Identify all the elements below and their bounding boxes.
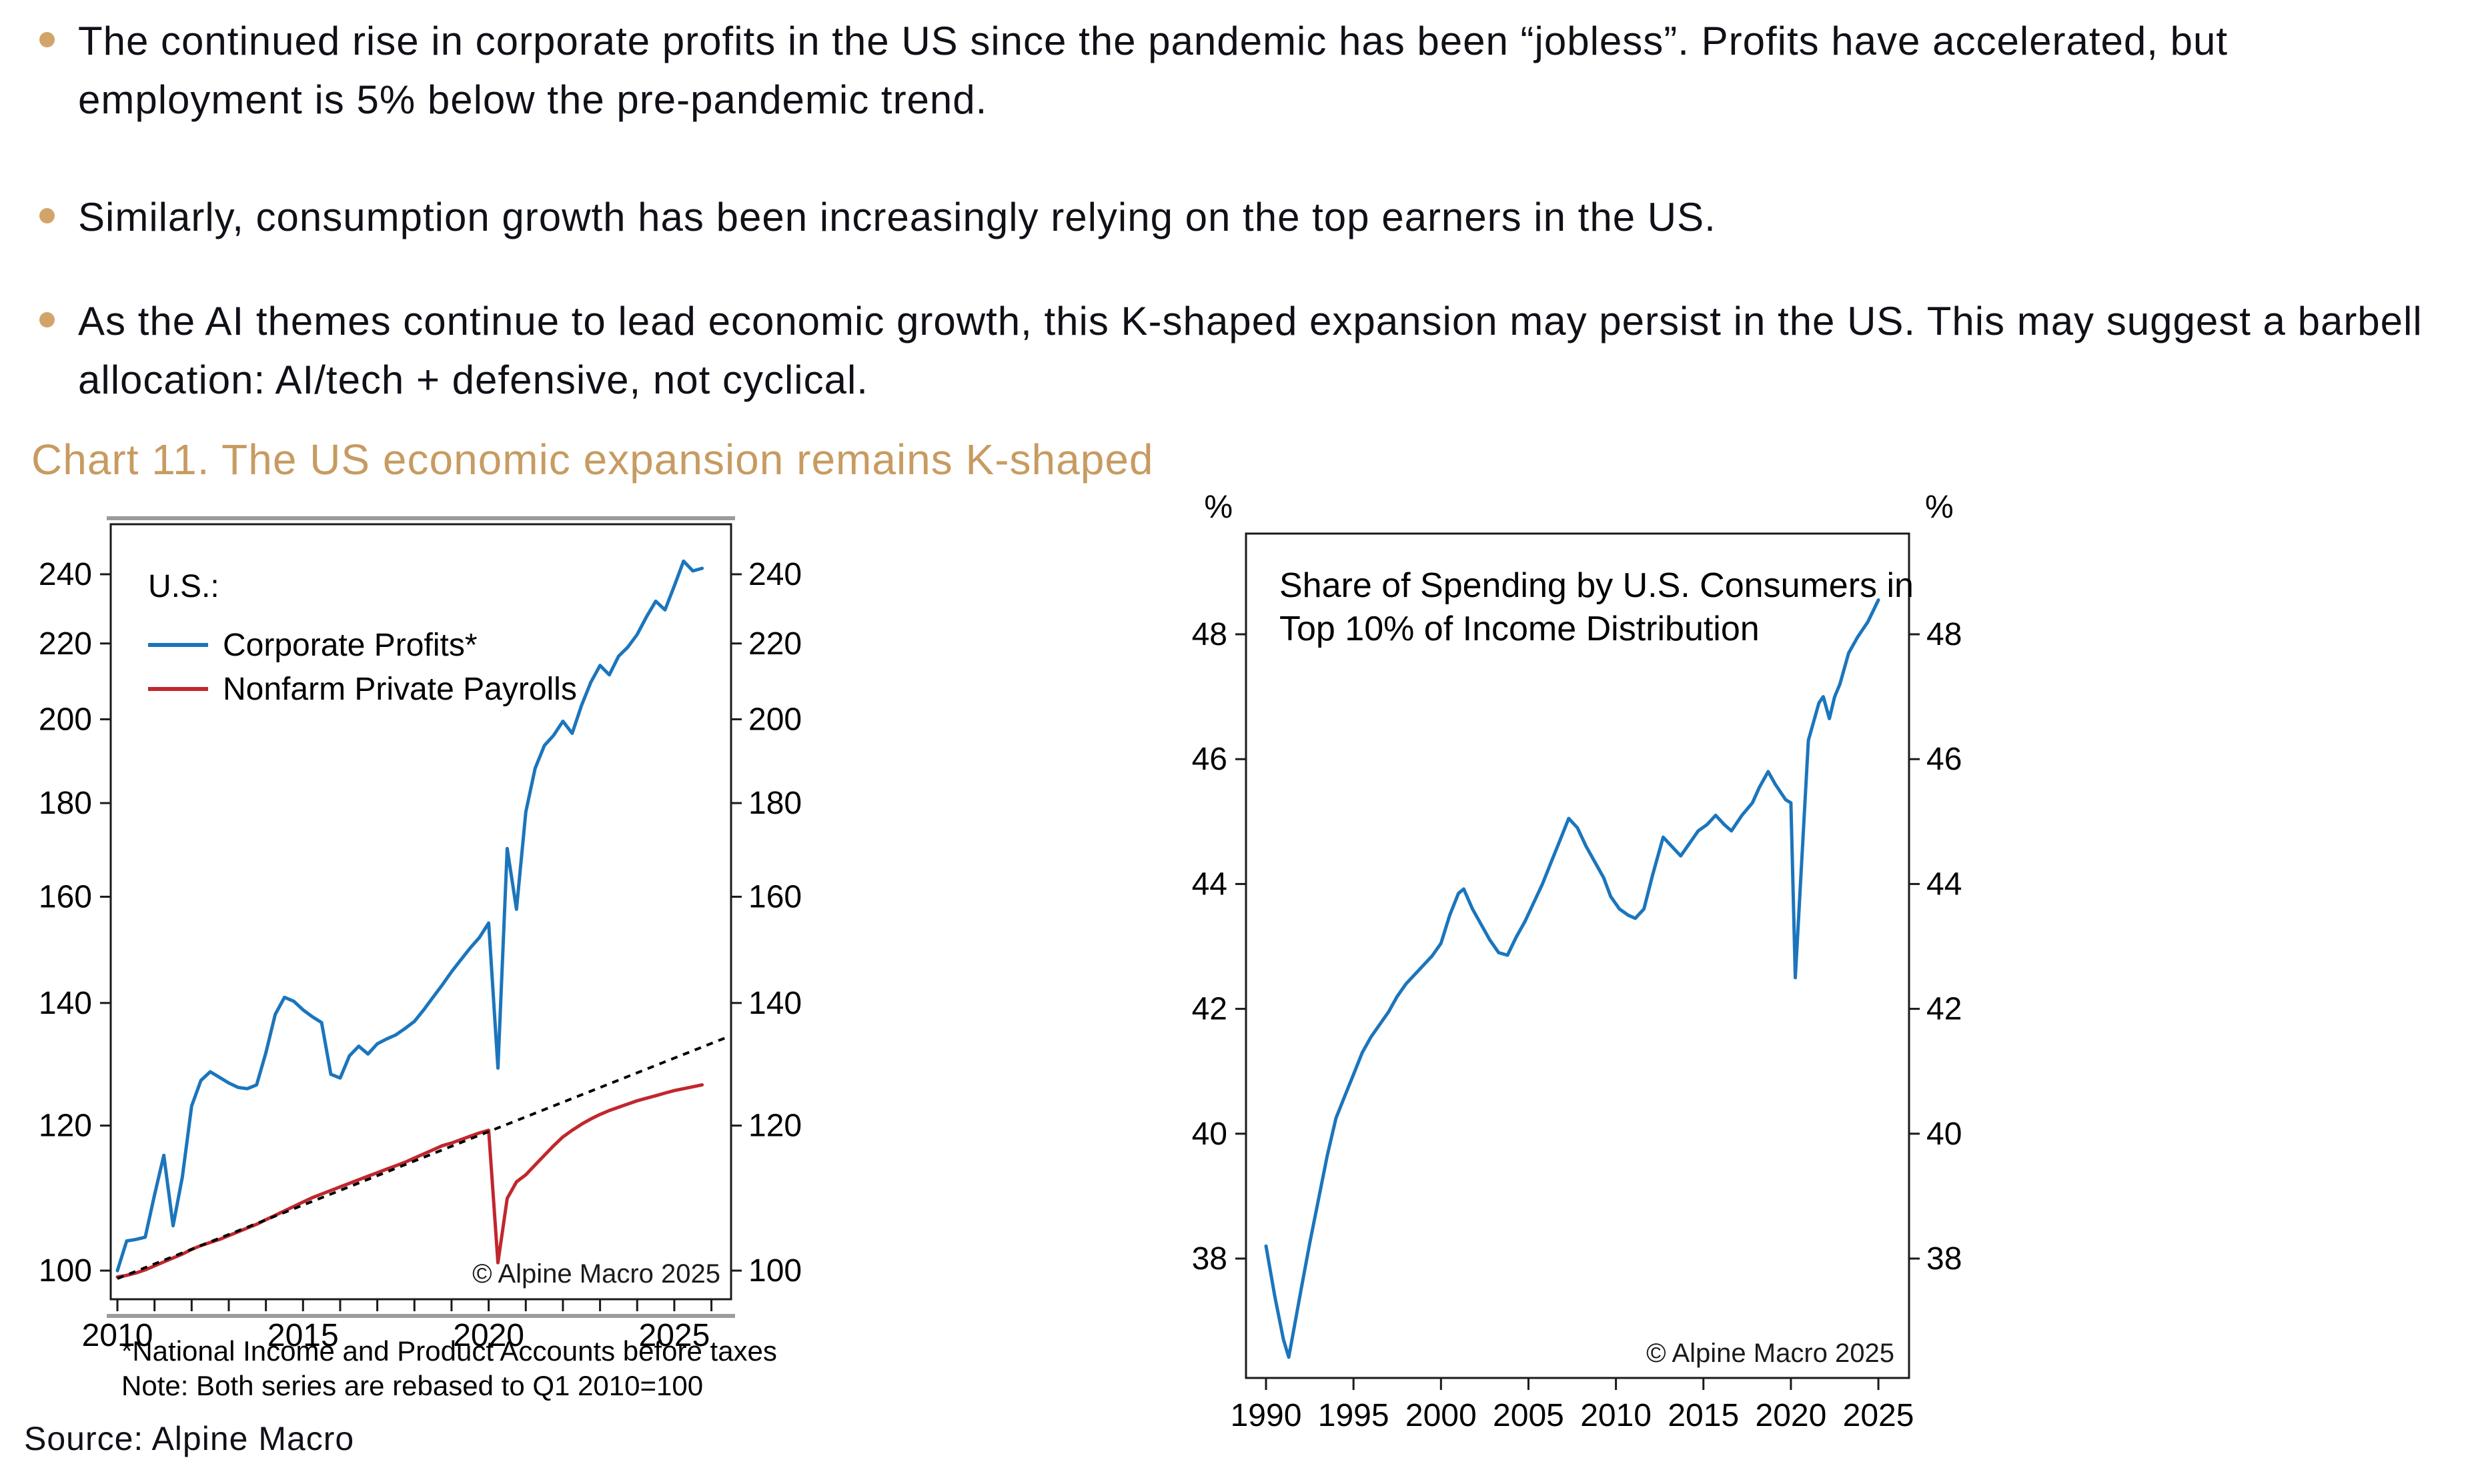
trend-line	[117, 1034, 731, 1280]
bullet-text: The continued rise in corporate profits …	[37, 12, 2433, 129]
copyright-left-chart: © Alpine Macro 2025	[472, 1259, 720, 1289]
bullet-text: Similarly, consumption growth has been i…	[37, 188, 2433, 247]
y-tick-label-right: 200	[748, 702, 802, 737]
y-tick-label-right: 38	[1926, 1241, 1962, 1277]
y-axis: 38 38 40 40 42 42 44 44 46 46 48 48	[1192, 617, 1962, 1277]
legend: U.S.:Corporate Profits* Nonfarm Private P…	[148, 569, 577, 707]
y-tick-label-right: 44	[1926, 866, 1962, 902]
x-tick-label: 2025	[639, 1318, 710, 1353]
y-tick-label-left: 180	[39, 786, 92, 821]
x-axis: 2010 2015 2020 2025	[82, 1299, 713, 1353]
y-tick-label-right: 160	[748, 880, 802, 915]
bullet-item-1: The continued rise in corporate profits …	[37, 12, 2433, 129]
legend-label-corporate-profits: Corporate Profits*	[223, 628, 478, 663]
y-tick-label-right: 100	[748, 1253, 802, 1289]
x-tick-label: 2020	[453, 1318, 524, 1353]
bullet-item-2: Similarly, consumption growth has been i…	[37, 188, 2433, 247]
percent-sign-right: %	[1925, 490, 1954, 525]
bullet-line: Similarly, consumption growth has been i…	[78, 195, 1716, 239]
legend-title: U.S.:	[148, 569, 219, 604]
y-tick-label-left: 140	[39, 986, 92, 1021]
y-tick-label-right: 40	[1926, 1117, 1962, 1152]
plot-frame	[1245, 532, 1910, 1379]
x-tick-label: 2015	[1668, 1398, 1739, 1433]
y-tick-label-left: 48	[1192, 617, 1227, 652]
x-tick-label: 1990	[1231, 1398, 1302, 1433]
y-tick-label-left: 240	[39, 557, 92, 592]
y-tick-label-right: 46	[1926, 742, 1962, 777]
series-corporate-profits-	[115, 559, 704, 1273]
series-top10-spending-share	[1264, 598, 1880, 1359]
bullet-line: accelerated, but employment is 5% below …	[78, 19, 2229, 122]
source-line: Source: Alpine Macro	[24, 1420, 355, 1457]
y-axis: 100 100 120 120 140 140 160 160 180 180 200 200 220 2…	[39, 557, 802, 1289]
footnote-note: Note: Both series are rebased to Q1 2010…	[121, 1370, 704, 1401]
y-tick-label-right: 220	[748, 626, 802, 662]
y-tick-label-left: 100	[39, 1253, 92, 1289]
bullet-dot-icon	[39, 312, 55, 327]
x-tick-label: 2010	[82, 1318, 153, 1353]
bullet-line: suggest a barbell allocation: AI/tech + …	[78, 299, 2423, 402]
y-tick-label-left: 200	[39, 702, 92, 737]
legend-label-nonfarm-payrolls: Nonfarm Private Payrolls	[223, 672, 577, 707]
chart-footnotes: *National Income and Product Accounts be…	[121, 1334, 777, 1403]
bullet-item-3: As the AI themes continue to lead econom…	[37, 292, 2433, 410]
x-tick-label: 1995	[1318, 1398, 1389, 1433]
y-tick-label-left: 38	[1192, 1241, 1227, 1277]
section-title: Chart 11. The US economic expansion rema…	[31, 436, 1154, 484]
x-axis: 1990 1995 2000 2005 2010 2015 2020 2025	[1231, 1378, 1914, 1433]
y-tick-label-left: 120	[39, 1108, 92, 1144]
y-tick-label-left: 44	[1192, 866, 1227, 902]
right-chart-top10-spending-share: 38 38 40 40 42 42 44 44 46 46 48 48% % 1990 1995 2000 20…	[1192, 490, 1962, 1433]
footnote-asterisk: *National Income and Product Accounts be…	[121, 1335, 777, 1367]
y-tick-label-right: 180	[748, 786, 802, 821]
x-tick-label: 2010	[1580, 1398, 1652, 1433]
bullet-text: As the AI themes continue to lead econom…	[37, 292, 2433, 410]
y-tick-label-left: 160	[39, 880, 92, 915]
x-tick-label: 2015	[267, 1318, 339, 1353]
series-nonfarm-private-payrolls	[115, 1083, 704, 1279]
x-tick-label: 2025	[1843, 1398, 1914, 1433]
y-tick-label-left: 220	[39, 626, 92, 662]
copyright-right-chart: © Alpine Macro 2025	[1646, 1339, 1894, 1368]
y-tick-label-right: 140	[748, 986, 802, 1021]
y-tick-label-right: 48	[1926, 617, 1962, 652]
x-tick-label: 2000	[1405, 1398, 1477, 1433]
bullet-line: As the AI themes continue to lead econom…	[78, 299, 2095, 343]
y-tick-label-left: 40	[1192, 1117, 1227, 1152]
chart-inner-title-line1: Share of Spending by U.S. Consumers in	[1279, 566, 1914, 605]
y-tick-label-right: 120	[748, 1108, 802, 1144]
y-tick-label-left: 42	[1192, 992, 1227, 1027]
percent-sign-left: %	[1204, 490, 1233, 525]
bullet-dot-icon	[39, 208, 55, 223]
plot-frame	[109, 523, 732, 1301]
y-tick-label-left: 46	[1192, 742, 1227, 777]
bullet-dot-icon	[39, 32, 55, 47]
bullet-line: The continued rise in corporate profits …	[78, 19, 1921, 63]
left-chart-profits-vs-payrolls: 100 100 120 120 140 140 160 160 180 180 200 200 220 2…	[39, 516, 802, 1353]
x-tick-label: 2005	[1493, 1398, 1564, 1433]
x-tick-label: 2020	[1756, 1398, 1827, 1433]
y-tick-label-right: 240	[748, 557, 802, 592]
y-tick-label-right: 42	[1926, 992, 1962, 1027]
chart-inner-title-line2: Top 10% of Income Distribution	[1279, 610, 1760, 648]
